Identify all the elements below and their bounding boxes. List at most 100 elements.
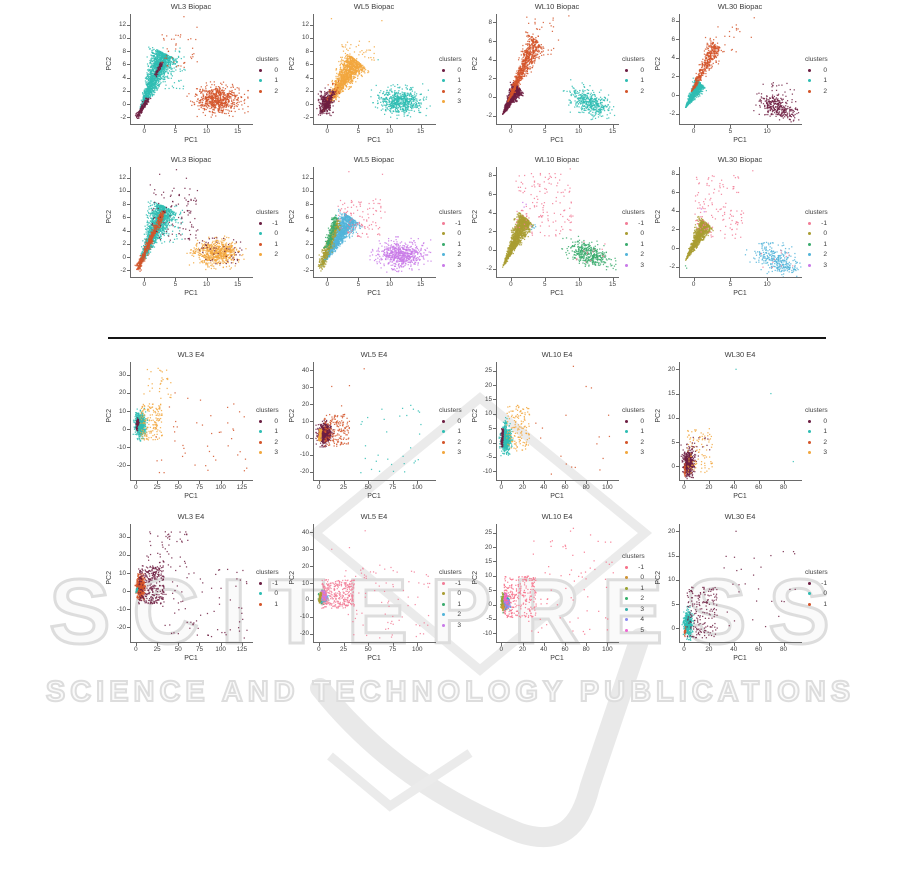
x-tick-label: 15 [234, 281, 242, 288]
x-tick-label: 80 [582, 484, 590, 491]
tick-mark [676, 76, 679, 78]
legend-label: 4 [640, 616, 644, 624]
tick-mark [493, 212, 496, 214]
legend-label: 0 [640, 230, 644, 238]
plot-title: WL5 E4 [360, 512, 388, 521]
legend: clusters 0 1 2 3 [439, 407, 462, 458]
legend-label: 3 [823, 449, 827, 457]
tick-mark [493, 115, 496, 117]
tick-mark [310, 64, 313, 66]
tick-mark [758, 643, 760, 646]
x-tick-label: 0 [317, 484, 321, 491]
y-tick-label: -2 [303, 113, 309, 121]
tick-mark [612, 125, 614, 128]
legend-title: clusters [439, 208, 462, 216]
scatter-plot: WL10 E4 PC2 -10 -5 0 5 10 15 20 25 0 20 40 60 80 100 PC1… [464, 512, 647, 674]
tick-mark [157, 643, 159, 646]
legend-label: 1 [823, 600, 827, 608]
legend-label: 5 [640, 626, 644, 634]
legend-entry: 1 [439, 426, 462, 437]
legend-title: clusters [439, 406, 462, 414]
x-tick-label: 100 [215, 484, 226, 491]
y-tick-label: 0 [671, 462, 675, 470]
y-tick-label: 30 [118, 533, 126, 541]
y-tick-label: -2 [486, 112, 492, 120]
legend-entry: 1 [805, 75, 828, 86]
tick-mark [676, 266, 679, 268]
legend: clusters 0 1 2 3 [256, 407, 279, 458]
tick-mark [310, 421, 313, 422]
plot-title: WL3 E4 [177, 350, 205, 359]
tick-mark [127, 64, 130, 66]
legend-label: 1 [457, 77, 461, 85]
y-tick-label: 15 [667, 390, 675, 398]
legend-title: clusters [256, 55, 279, 63]
legend-label: 2 [274, 438, 278, 446]
tick-mark [175, 125, 177, 128]
tick-mark [493, 41, 496, 43]
tick-mark [358, 125, 360, 128]
legend-label: 2 [274, 251, 278, 259]
legend-swatch [259, 419, 262, 423]
tick-mark [522, 481, 524, 484]
tick-mark [310, 437, 313, 439]
tick-mark [493, 547, 496, 549]
tick-mark [767, 278, 769, 281]
x-tick-label: 0 [317, 646, 321, 653]
x-tick-label: 20 [705, 484, 713, 491]
plot-title: WL3 Biopac [170, 155, 212, 164]
legend-swatch [259, 602, 262, 606]
y-tick-label: -10 [116, 443, 126, 451]
legend-entry: -1 [439, 218, 462, 229]
legend-label: 0 [640, 417, 644, 425]
tick-mark [310, 177, 313, 179]
x-tick-label: 80 [582, 646, 590, 653]
legend-swatch [442, 419, 445, 423]
y-tick-label: 0 [305, 100, 309, 108]
legend-label: -1 [455, 579, 461, 587]
tick-mark [310, 471, 313, 473]
legend-label: 1 [274, 428, 278, 436]
tick-mark [127, 591, 130, 593]
tick-mark [310, 532, 313, 534]
legend-swatch [625, 79, 628, 83]
x-tick-label: 0 [509, 281, 513, 288]
legend-swatch [625, 89, 628, 93]
tick-mark [493, 456, 496, 458]
legend-title: clusters [622, 208, 645, 216]
tick-mark [493, 370, 496, 372]
legend-swatch [442, 613, 445, 617]
y-tick-label: -20 [116, 461, 126, 469]
legend-entry: 2 [439, 437, 462, 448]
tick-mark [683, 481, 685, 484]
x-tick-label: 20 [519, 484, 527, 491]
tick-mark [220, 643, 222, 646]
tick-mark [493, 471, 496, 473]
tick-mark [327, 278, 329, 281]
y-tick-label: 4 [488, 209, 492, 217]
tick-mark [310, 77, 313, 79]
legend-label: -1 [638, 563, 644, 571]
y-tick-label: 2 [488, 227, 492, 235]
plot-title: WL10 Biopac [534, 2, 580, 11]
legend-label: -1 [272, 579, 278, 587]
tick-mark [420, 278, 422, 281]
x-tick-label: 75 [195, 484, 203, 491]
legend: clusters 0 1 2 [256, 56, 279, 97]
tick-mark [175, 278, 177, 281]
legend-label: 0 [640, 66, 644, 74]
legend-swatch [808, 602, 811, 606]
x-tick-label: 25 [153, 646, 161, 653]
scatter-plot: WL10 Biopac PC2 -2 0 2 4 6 8 0 5 10 15 PC1 clusters -1… [464, 155, 647, 307]
tick-mark [127, 609, 130, 611]
tick-mark [607, 643, 609, 646]
y-tick-label: 0 [122, 253, 126, 261]
plot-canvas [313, 167, 436, 278]
tick-mark [237, 125, 239, 128]
y-tick-label: 5 [488, 586, 492, 594]
y-tick-label: 30 [301, 383, 309, 391]
y-tick-label: 8 [488, 18, 492, 26]
tick-mark [127, 374, 130, 376]
legend-entry: 1 [805, 239, 828, 250]
plot-title: WL5 E4 [360, 350, 388, 359]
